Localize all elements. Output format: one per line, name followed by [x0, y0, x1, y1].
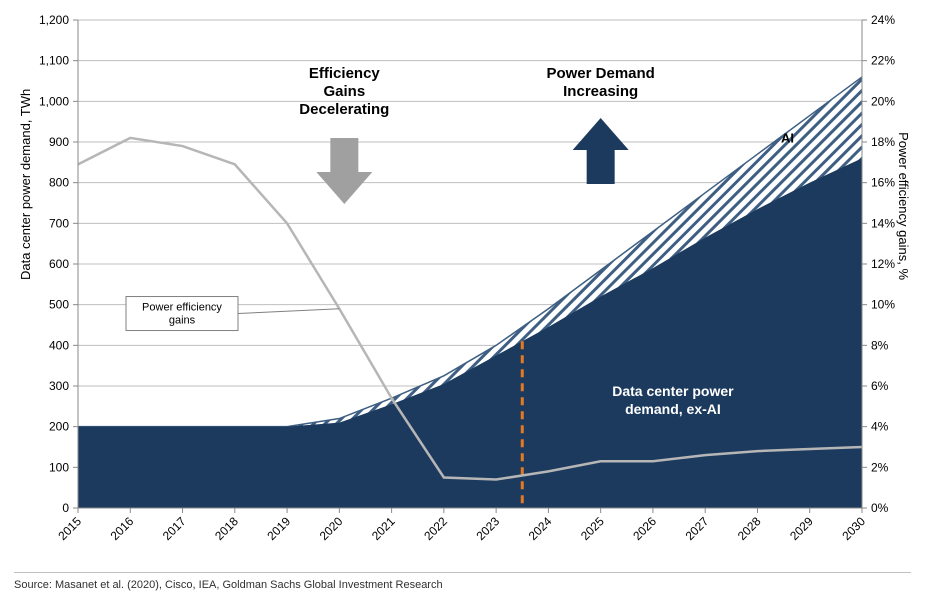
svg-text:400: 400 [49, 338, 69, 352]
svg-text:8%: 8% [871, 338, 889, 352]
svg-text:14%: 14% [871, 216, 895, 230]
svg-text:gains: gains [169, 315, 196, 327]
svg-text:2019: 2019 [264, 514, 293, 543]
svg-text:24%: 24% [871, 13, 895, 27]
svg-text:Data center power: Data center power [612, 383, 734, 399]
chart-container: 0 100 200 300 400 500 600 700 800 900 1,000 1,100 1,… [0, 0, 925, 601]
svg-text:2016: 2016 [108, 514, 137, 543]
svg-text:12%: 12% [871, 257, 895, 271]
svg-text:300: 300 [49, 379, 69, 393]
svg-text:1,200: 1,200 [39, 13, 69, 27]
svg-text:2017: 2017 [160, 514, 189, 543]
svg-text:4%: 4% [871, 420, 889, 434]
svg-text:2029: 2029 [787, 514, 816, 543]
svg-text:1,100: 1,100 [39, 54, 69, 68]
svg-text:6%: 6% [871, 379, 889, 393]
svg-text:2025: 2025 [578, 514, 607, 543]
svg-text:2018: 2018 [212, 514, 241, 543]
svg-text:2020: 2020 [317, 514, 346, 543]
svg-text:18%: 18% [871, 135, 895, 149]
y-left-axis-label: Data center power demand, TWh [18, 89, 33, 280]
svg-text:2023: 2023 [473, 514, 502, 543]
svg-text:0%: 0% [871, 501, 889, 515]
svg-text:2015: 2015 [55, 514, 84, 543]
svg-text:AI: AI [781, 130, 794, 145]
svg-text:demand, ex-AI: demand, ex-AI [625, 401, 721, 417]
svg-text:800: 800 [49, 176, 69, 190]
svg-text:2028: 2028 [735, 514, 764, 543]
svg-text:0: 0 [62, 501, 69, 515]
svg-text:10%: 10% [871, 298, 895, 312]
svg-text:Power efficiency: Power efficiency [142, 302, 222, 314]
source-caption: Source: Masanet et al. (2020), Cisco, IE… [14, 579, 443, 591]
svg-text:Decelerating: Decelerating [299, 101, 389, 118]
svg-text:Efficiency: Efficiency [309, 65, 381, 82]
svg-text:2024: 2024 [526, 514, 555, 543]
svg-text:Increasing: Increasing [563, 83, 638, 100]
svg-text:900: 900 [49, 135, 69, 149]
svg-text:2022: 2022 [421, 514, 450, 543]
svg-text:700: 700 [49, 216, 69, 230]
source-divider [14, 572, 911, 573]
svg-text:2027: 2027 [683, 514, 712, 543]
svg-text:20%: 20% [871, 94, 895, 108]
y-right-axis-label: Power efficiency gains, % [896, 132, 911, 280]
svg-text:1,000: 1,000 [39, 94, 69, 108]
svg-text:600: 600 [49, 257, 69, 271]
svg-text:2021: 2021 [369, 514, 398, 543]
chart-svg: 0 100 200 300 400 500 600 700 800 900 1,000 1,100 1,… [0, 0, 925, 601]
svg-text:2026: 2026 [630, 514, 659, 543]
svg-text:500: 500 [49, 298, 69, 312]
svg-text:2030: 2030 [839, 514, 868, 543]
svg-text:2%: 2% [871, 460, 889, 474]
svg-text:200: 200 [49, 420, 69, 434]
svg-text:100: 100 [49, 460, 69, 474]
svg-text:Power Demand: Power Demand [546, 65, 654, 82]
svg-text:16%: 16% [871, 176, 895, 190]
svg-text:22%: 22% [871, 54, 895, 68]
svg-text:Gains: Gains [323, 83, 365, 100]
